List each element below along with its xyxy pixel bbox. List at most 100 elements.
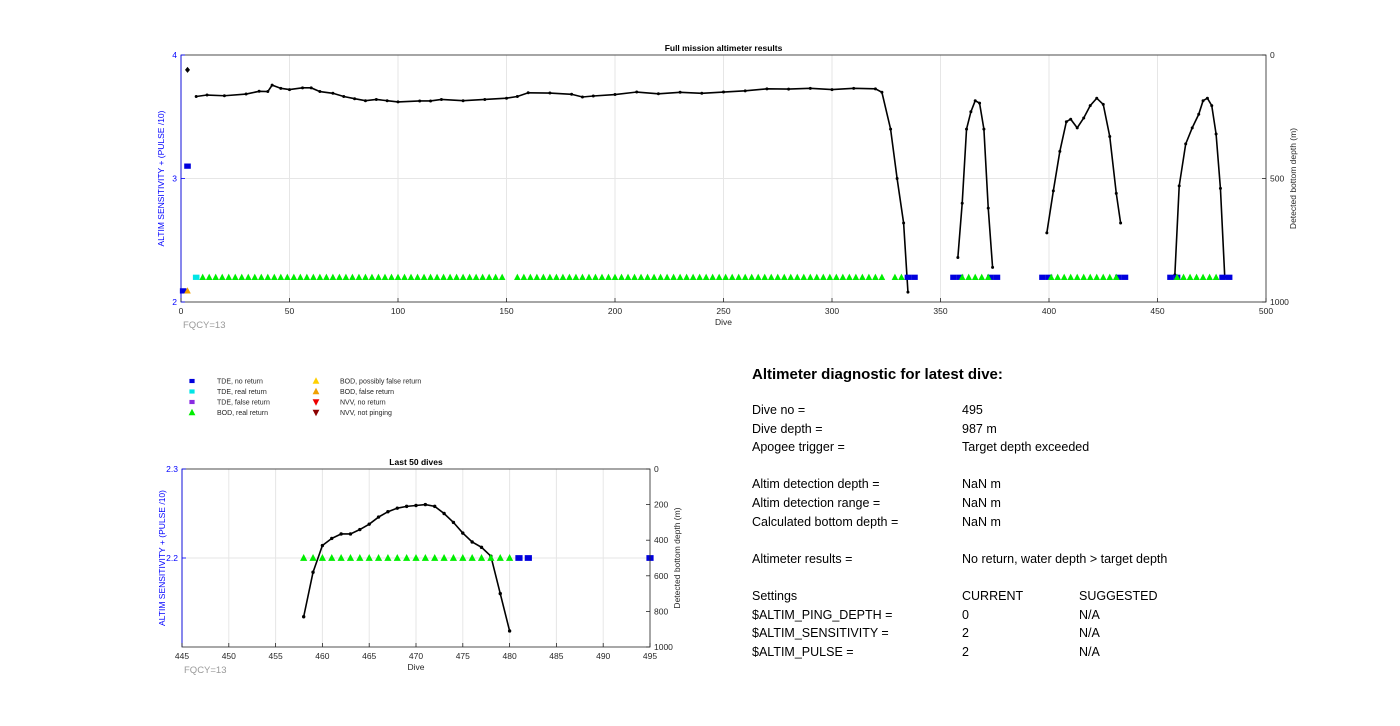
depth-point [279, 86, 283, 90]
depth-point [1088, 104, 1092, 108]
depth-point [515, 94, 519, 98]
marker-triangle [231, 273, 239, 280]
depth-point [852, 86, 856, 90]
marker-triangle [184, 287, 191, 294]
marker-square [524, 555, 532, 561]
depth-point [1069, 117, 1073, 121]
marker-triangle [833, 273, 840, 280]
marker-triangle [839, 273, 847, 280]
dive-depth-value: 987 m [962, 421, 997, 436]
depth-point [1082, 116, 1086, 120]
detection-range-value: NaN m [962, 495, 1001, 510]
marker-triangle [218, 273, 226, 280]
depth-point [385, 99, 389, 103]
marker-triangle [440, 554, 448, 561]
marker-square [1115, 274, 1122, 280]
y-axis-label: ALTIM SENSITIVITY + (PULSE /10) [157, 490, 167, 626]
depth-point [288, 88, 291, 92]
legend-label: TDE, no return [217, 379, 263, 386]
y-right-axis-label: Detected bottom depth (m) [1288, 128, 1298, 229]
marker-square [192, 274, 200, 280]
marker-triangle [624, 273, 632, 280]
apogee-label: Apogee trigger = [752, 440, 845, 455]
depth-point [353, 97, 357, 101]
marker-triangle [592, 273, 599, 280]
depth-point [1075, 126, 1079, 130]
depth-point [395, 506, 399, 510]
dive-no-label: Dive no = [752, 403, 806, 417]
setting-row: $ALTIM_PING_DEPTH = 0 N/A [752, 606, 1372, 625]
y-tick-label: 3 [172, 174, 177, 184]
depth-point [1177, 184, 1181, 188]
calculated-depth-value: NaN m [962, 514, 1001, 529]
marker-square [1167, 274, 1174, 280]
marker-triangle [978, 273, 986, 280]
depth-point [982, 127, 986, 131]
marker-triangle [787, 273, 795, 280]
marker-triangle [696, 273, 703, 280]
marker-triangle [533, 273, 541, 280]
marker-triangle [349, 273, 356, 280]
marker-triangle [898, 273, 905, 280]
depth-point [1051, 189, 1055, 193]
depth-point [507, 629, 512, 633]
depth-point [965, 127, 969, 131]
marker-triangle [496, 554, 504, 561]
marker-triangle [631, 273, 638, 280]
depth-point [311, 570, 315, 574]
legend-label: NVV, not pinging [340, 410, 392, 417]
marker-triangle [188, 408, 196, 416]
marker-triangle [300, 554, 308, 561]
marker-triangle [605, 273, 612, 280]
depth-point [222, 94, 226, 98]
marker-square [956, 274, 964, 280]
depth-point [722, 90, 725, 94]
marker-triangle [337, 554, 345, 561]
dive-no-value: 495 [962, 403, 983, 417]
depth-point [483, 97, 487, 101]
depth-point [342, 94, 346, 98]
y-right-tick-label: 400 [654, 535, 668, 545]
depth-point [1114, 191, 1118, 195]
calculated-depth-row: Calculated bottom depth = NaN m [752, 513, 1372, 532]
y-right-tick-label: 0 [1270, 50, 1275, 60]
depth-point [1108, 135, 1112, 139]
depth-point [635, 90, 639, 94]
x-tick-label: 490 [596, 651, 610, 661]
depth-point [1045, 231, 1049, 235]
legend-label: BOD, possibly false return [340, 379, 421, 386]
marker-triangle [754, 273, 762, 280]
marker-triangle [774, 273, 782, 280]
marker-triangle [1073, 273, 1081, 280]
marker-triangle [199, 273, 206, 280]
series-detected-bottom-depth [185, 66, 1227, 294]
x-tick-label: 485 [549, 651, 563, 661]
marker-triangle [780, 273, 788, 280]
depth-point [1119, 221, 1123, 225]
marker-triangle [388, 273, 395, 280]
marker-triangle [440, 273, 447, 280]
marker-square [911, 274, 918, 280]
marker-triangle [506, 554, 514, 561]
marker-triangle [449, 554, 458, 561]
detection-range-row: Altim detection range = NaN m [752, 494, 1372, 513]
marker-square [987, 274, 994, 280]
marker-triangle [427, 273, 434, 280]
depth-point [414, 503, 418, 508]
x-tick-label: 475 [456, 651, 470, 661]
depth-point [433, 504, 437, 509]
marker-triangle [355, 273, 363, 280]
marker-triangle [309, 554, 317, 561]
marker-triangle [498, 273, 506, 280]
marker-triangle [271, 273, 278, 280]
depth-point [1218, 186, 1222, 190]
depth-point [185, 66, 191, 73]
marker-triangle [637, 273, 645, 280]
marker-triangle [689, 273, 697, 280]
x-tick-label: 250 [716, 306, 730, 316]
marker-triangle [891, 273, 899, 280]
marker-triangle [965, 273, 973, 280]
marker-triangle [1212, 273, 1220, 280]
depth-point [479, 545, 484, 550]
depth-point [808, 86, 812, 90]
